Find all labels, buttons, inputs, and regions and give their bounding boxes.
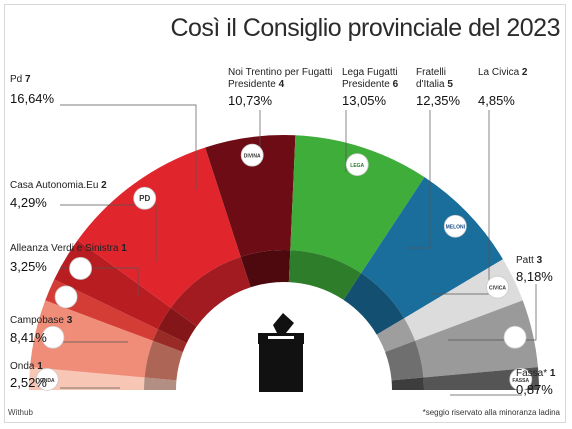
- seat-segment: [361, 177, 503, 319]
- seat-segment-inner: [391, 377, 424, 390]
- leader-line: [448, 284, 537, 341]
- pct-lega: 13,05%: [342, 93, 387, 108]
- label-fdi: Fratelli d'Italia 5: [416, 67, 453, 91]
- party-logo-icon: [443, 214, 467, 238]
- seat-segment: [30, 300, 153, 378]
- party-logo-icon: [54, 285, 78, 309]
- party-logo-text: MELONI: [446, 225, 466, 231]
- party-logo-icon: [69, 257, 92, 280]
- source-credit: Withub: [8, 408, 33, 417]
- label-name: Patt: [516, 255, 534, 266]
- label-campobase: Campobase 3: [10, 315, 72, 327]
- label-name: Casa Autonomia.Eu: [10, 180, 99, 191]
- label-seats: 2: [521, 67, 528, 78]
- label-seats: 1: [37, 361, 43, 372]
- seat-segment-inner: [343, 273, 405, 335]
- party-logo-text: PD: [139, 194, 150, 203]
- ballot-box-icon: [258, 313, 304, 392]
- label-name: Pd: [10, 74, 23, 85]
- seat-segment: [290, 135, 425, 274]
- chart-title: Così il Consiglio provinciale del 2023: [170, 14, 560, 42]
- leader-line: [60, 104, 197, 190]
- party-logo-text: FASSA: [512, 378, 529, 384]
- label-name: Campobase: [10, 315, 64, 326]
- seat-segment: [29, 367, 145, 390]
- label-name-2: Presidente: [228, 79, 276, 90]
- label-civica: La Civica 2: [478, 67, 527, 79]
- seat-segment-inner: [385, 340, 424, 381]
- leader-line: [408, 110, 431, 249]
- party-logo-icon: [486, 275, 509, 299]
- label-seats: 3: [66, 315, 73, 326]
- seat-segment-inner: [376, 318, 416, 353]
- pct-civica: 4,85%: [478, 93, 515, 108]
- label-onda: Onda 1: [10, 361, 43, 373]
- party-logo-icon: [509, 367, 533, 391]
- label-lega: Lega Fugatti Presidente 6: [342, 67, 398, 91]
- label-name-2: Presidente: [342, 79, 390, 90]
- pct-avs: 3,25%: [10, 259, 47, 274]
- seat-segment-inner: [144, 340, 183, 381]
- seat-segment-inner: [288, 250, 362, 300]
- label-seats: 7: [25, 74, 31, 85]
- label-name-2: d'Italia: [416, 79, 445, 90]
- label-patt: Patt 3: [516, 255, 542, 267]
- seat-segment-inner: [157, 307, 197, 344]
- pct-patt: 8,18%: [516, 269, 553, 284]
- pct-fdi: 12,35%: [416, 93, 461, 108]
- pct-casa: 4,29%: [10, 195, 47, 210]
- seat-segment-inner: [144, 377, 177, 390]
- party-logo-icon: [35, 367, 59, 391]
- label-name: La Civica: [478, 67, 520, 78]
- pct-noi: 10,73%: [228, 93, 273, 108]
- label-name: Lega Fugatti: [342, 67, 398, 78]
- leader-line: [60, 204, 157, 262]
- party-logo-text: CIVICA: [489, 286, 506, 292]
- seat-segment-inner: [170, 256, 251, 327]
- pct-campobase: 8,41%: [10, 330, 47, 345]
- seat-segment-inner: [152, 329, 187, 353]
- seat-segment-inner: [240, 250, 291, 288]
- label-name: Onda: [10, 361, 35, 372]
- seat-segment: [205, 135, 296, 257]
- pct-fassa: 0,87%: [516, 382, 553, 397]
- pct-onda: 2,52%: [10, 375, 47, 390]
- label-name: Noi Trentino per Fugatti: [228, 67, 333, 78]
- party-logo-icon: [41, 325, 65, 349]
- label-seats: 4: [278, 79, 285, 90]
- label-name: Alleanza Verdi e Sinistra: [10, 243, 119, 254]
- label-casa: Casa Autonomia.Eu 2: [10, 180, 107, 192]
- label-seats: 2: [101, 180, 107, 191]
- label-noi: Noi Trentino per Fugatti Presidente 4: [228, 67, 333, 91]
- footnote: *seggio riservato alla minoranza ladina: [422, 408, 560, 417]
- label-name: Fassa*: [516, 368, 548, 379]
- label-pd: Pd 7: [10, 74, 31, 86]
- seat-segment: [415, 300, 538, 378]
- seat-segment: [423, 367, 539, 390]
- party-logo-icon: [503, 325, 527, 349]
- party-logo-text: LEGA: [350, 163, 364, 169]
- pct-pd: 16,64%: [10, 91, 55, 106]
- party-logo-text: ONDA: [40, 378, 55, 384]
- label-seats: 5: [447, 79, 453, 90]
- label-seats: 1: [549, 368, 556, 379]
- party-logo-text: DIVINA: [244, 154, 261, 160]
- party-logo-icon: [240, 143, 264, 167]
- label-avs: Alleanza Verdi e Sinistra 1: [10, 243, 127, 255]
- label-seats: 3: [536, 255, 543, 266]
- label-seats: 6: [392, 79, 399, 90]
- party-logo-icon: [345, 153, 369, 176]
- party-logo-icon: [133, 186, 157, 210]
- label-seats: 1: [121, 243, 127, 254]
- label-fassa: Fassa* 1: [516, 368, 555, 380]
- label-name: Fratelli: [416, 67, 447, 78]
